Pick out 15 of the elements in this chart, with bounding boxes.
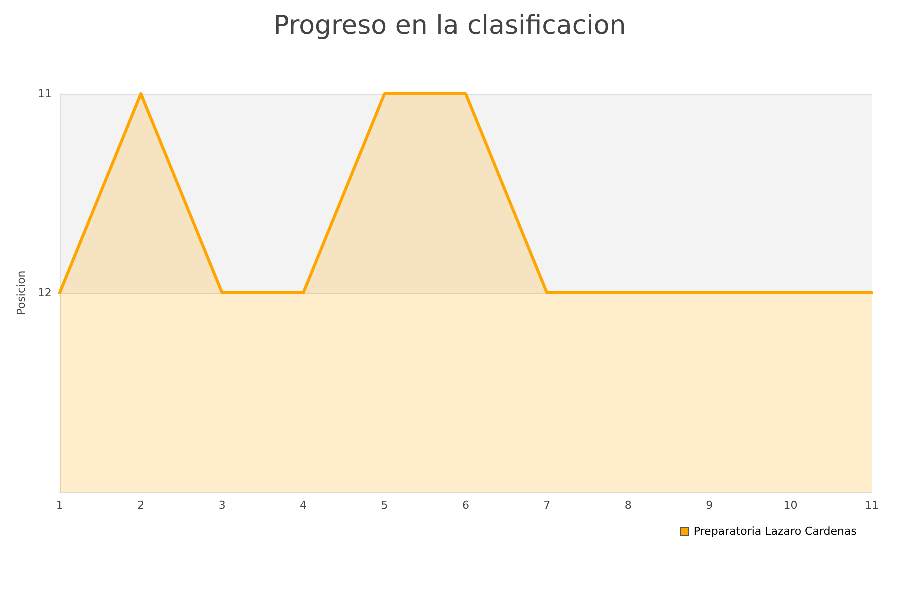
x-tick-label: 1 [56,499,64,512]
x-tick-label: 11 [865,499,879,512]
x-tick-label: 4 [300,499,308,512]
chart-title: Progreso en la clasificacion [274,11,626,41]
x-tick-label: 3 [218,499,226,512]
y-tick-label: 12 [38,286,52,300]
x-tick-label: 2 [138,499,145,512]
x-tick-label: 10 [784,499,798,512]
y-axis-title: Posicion [15,270,28,316]
x-tick-label: 9 [706,499,714,512]
x-tick-label: 5 [381,499,388,512]
x-tick-label: 8 [624,499,632,512]
x-tick-label: 7 [544,499,551,512]
x-tick-label: 6 [462,499,470,512]
legend-label: Preparatoria Lazaro Cardenas [694,525,858,538]
